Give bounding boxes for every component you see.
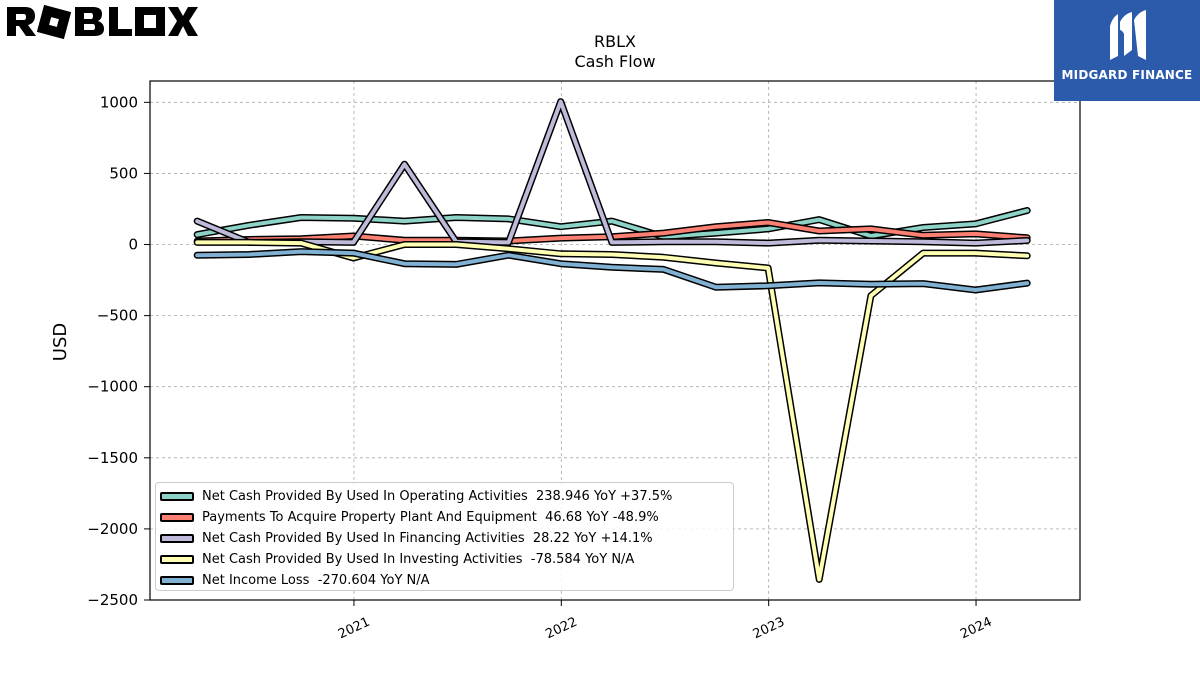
y-tick-label: 0 (128, 236, 138, 254)
chart-subtitle: Cash Flow (574, 52, 655, 71)
y-tick-label: −2000 (87, 520, 138, 538)
legend-swatch (160, 492, 194, 501)
y-tick-label: 500 (109, 164, 138, 182)
y-tick-label: −2500 (87, 591, 138, 609)
x-tick-label: 2021 (336, 615, 372, 643)
legend-swatch (160, 555, 194, 564)
y-tick-label: −1000 (87, 378, 138, 396)
x-tick-label: 2024 (958, 615, 994, 643)
chart-legend: Net Cash Provided By Used In Operating A… (155, 482, 734, 591)
series-lines (193, 98, 1031, 583)
plot-area-frame (149, 80, 1081, 601)
legend-label: Payments To Acquire Property Plant And E… (202, 510, 659, 525)
legend-label: Net Cash Provided By Used In Operating A… (202, 489, 673, 504)
series-line (195, 99, 1030, 246)
legend-swatch (160, 534, 194, 543)
y-tick-label: 1000 (100, 93, 138, 111)
watermark-text: MIDGARD FINANCE (1061, 68, 1193, 82)
legend-label: Net Cash Provided By Used In Financing A… (202, 531, 653, 546)
legend-label: Net Cash Provided By Used In Investing A… (202, 552, 635, 567)
midgard-finance-watermark: MIDGARD FINANCE (1054, 0, 1200, 101)
y-tick-label: −500 (97, 307, 138, 325)
legend-item: Payments To Acquire Property Plant And E… (160, 507, 733, 528)
chart-title: RBLX (594, 32, 636, 51)
axes: 1000 500 0 −500 −1000 −1500 −2000 −2500 2021 2022… (87, 93, 994, 642)
y-axis-label: USD (50, 323, 71, 361)
legend-item: Net Income Loss -270.604 YoY N/A (160, 570, 733, 591)
x-tick-label: 2022 (543, 615, 579, 643)
legend-item: Net Cash Provided By Used In Investing A… (160, 549, 733, 570)
legend-label: Net Income Loss -270.604 YoY N/A (202, 573, 430, 588)
x-tick-label: 2023 (751, 615, 787, 643)
legend-swatch (160, 513, 194, 522)
legend-item: Net Cash Provided By Used In Financing A… (160, 528, 733, 549)
series-line (195, 249, 1030, 292)
midgard-logo-icon (1110, 10, 1146, 60)
y-tick-label: −1500 (87, 449, 138, 467)
roblox-logo (7, 4, 198, 40)
legend-swatch (160, 576, 194, 585)
legend-item: Net Cash Provided By Used In Operating A… (160, 486, 733, 507)
